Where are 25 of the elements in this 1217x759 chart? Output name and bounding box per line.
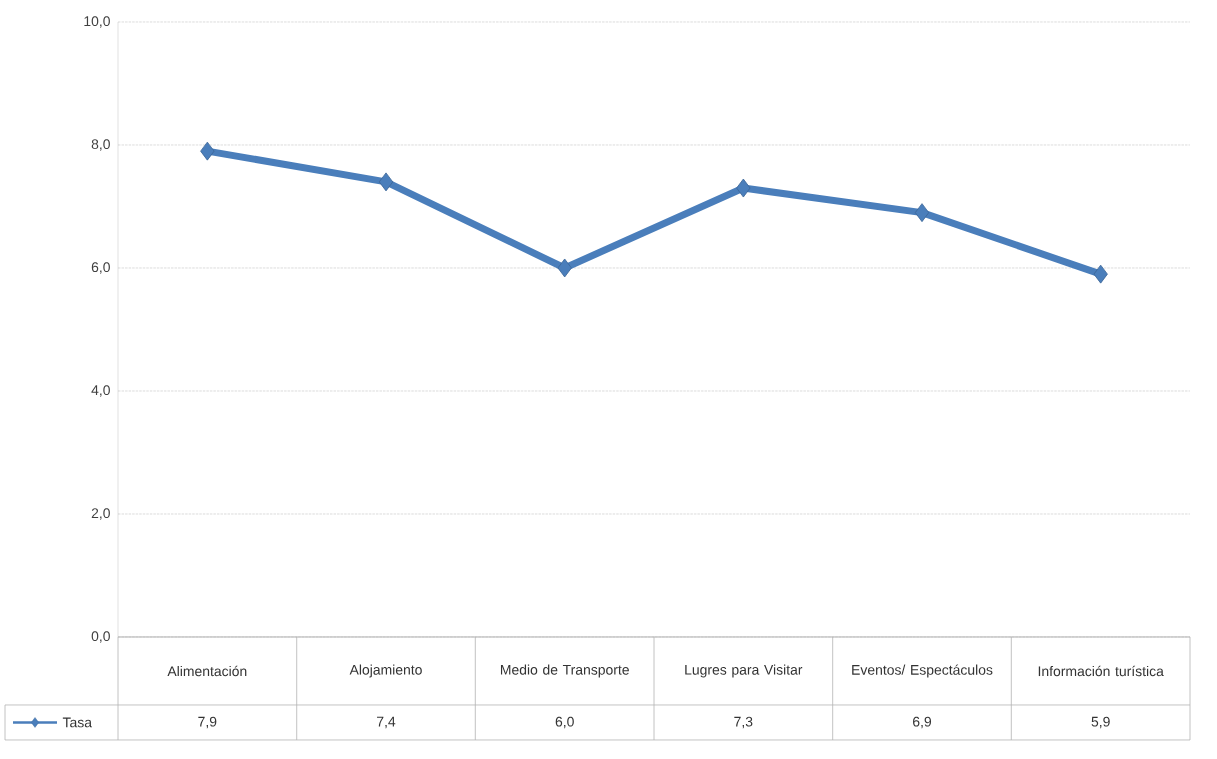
point: [914, 203, 930, 223]
legend-label: Tasa: [62, 717, 93, 728]
x-tick-label: Medio de Transporte: [500, 664, 629, 678]
x-tick-label: Alojamiento: [349, 664, 422, 678]
y-tick-label: 0,0: [91, 631, 110, 643]
y-tick-label: 10,0: [84, 16, 110, 28]
data-label: 7,3: [734, 716, 753, 729]
point: [1093, 264, 1108, 284]
data-label: 6,0: [555, 716, 574, 729]
point: [378, 172, 394, 192]
y-tick-label: 2,0: [91, 508, 110, 520]
point: [200, 141, 215, 161]
point: [557, 258, 572, 278]
x-tick-label: Lugres para Visitar: [685, 664, 803, 678]
x-tick-label: Eventos/ Espectáculos: [852, 664, 993, 678]
y-tick-label: 6,0: [91, 262, 110, 274]
x-tick-label: Alimentación: [167, 665, 247, 677]
y-tick-label: 4,0: [91, 385, 110, 397]
data-label: 7,4: [377, 716, 396, 729]
data-label: 6,9: [913, 716, 932, 729]
point: [736, 178, 751, 198]
data-label: 7,9: [198, 716, 217, 729]
x-tick-label: Información turística: [1038, 665, 1164, 677]
data-label: 5,9: [1091, 716, 1110, 729]
y-tick-label: 8,0: [91, 139, 110, 151]
